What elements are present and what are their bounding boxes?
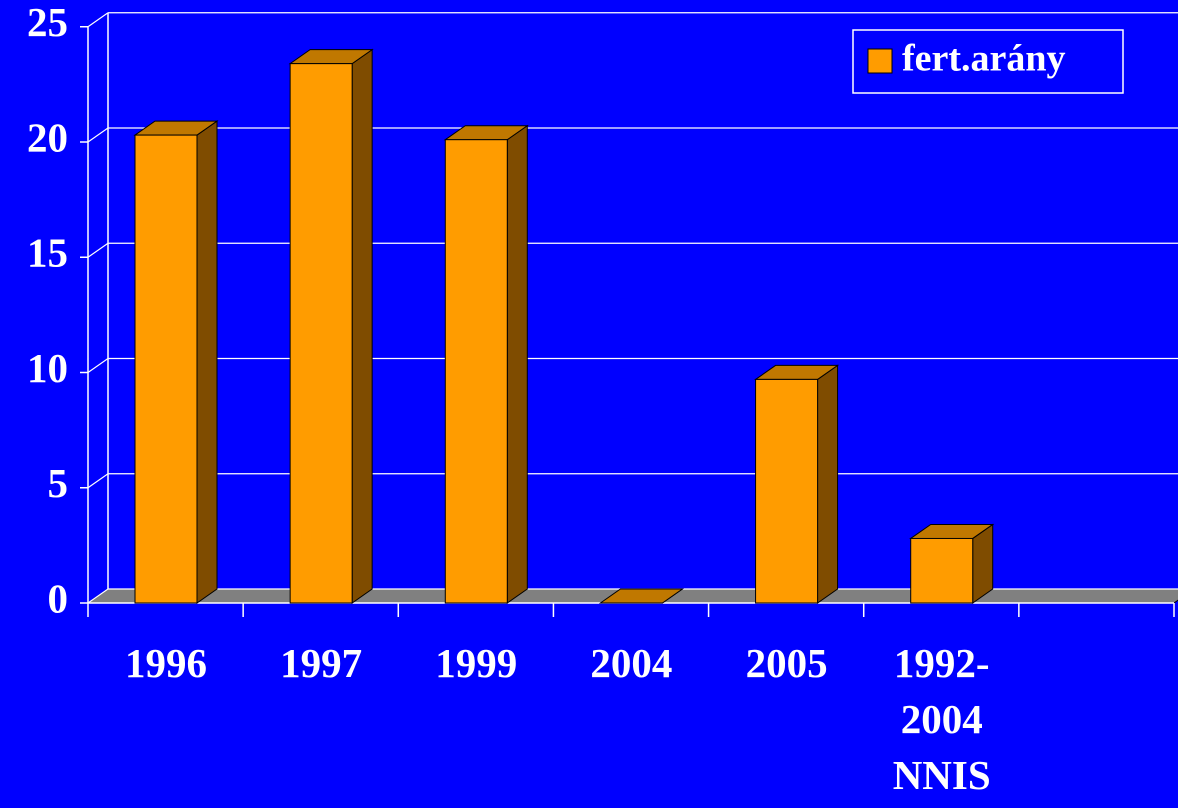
x-tick-label: 1996 [125, 640, 207, 686]
bar-side [196, 120, 218, 604]
bar-side [817, 364, 839, 604]
y-tick-label: 15 [27, 230, 68, 276]
bar [289, 63, 353, 604]
y-tick-label: 25 [27, 0, 68, 45]
y-tick-label: 20 [27, 114, 68, 160]
legend-label: fert.arány [902, 38, 1066, 80]
bar-side [506, 124, 528, 604]
legend-box [852, 29, 1124, 94]
bar-top [598, 588, 685, 604]
legend-swatch [867, 48, 893, 74]
grid-diagonal [87, 242, 109, 258]
x-tick-label: 2005 [745, 640, 828, 686]
y-tick-label: 0 [48, 575, 69, 621]
grid-diagonal [87, 127, 109, 143]
x-tick-label: 1999 [435, 640, 518, 686]
bar [134, 134, 198, 604]
grid-diagonal [87, 473, 109, 489]
bar [910, 537, 974, 604]
x-tick-label: 2004 [590, 640, 673, 686]
bar-side [351, 48, 373, 604]
x-tick-label: 1997 [280, 640, 363, 686]
grid-diagonal [87, 12, 109, 28]
y-tick-label: 5 [48, 460, 69, 506]
x-tick-label: 1992-2004 NNIS [892, 640, 991, 798]
bar [755, 378, 819, 604]
y-tick-label: 10 [27, 345, 68, 391]
bar [444, 139, 508, 604]
grid-diagonal [87, 588, 109, 604]
grid-diagonal [87, 358, 109, 373]
